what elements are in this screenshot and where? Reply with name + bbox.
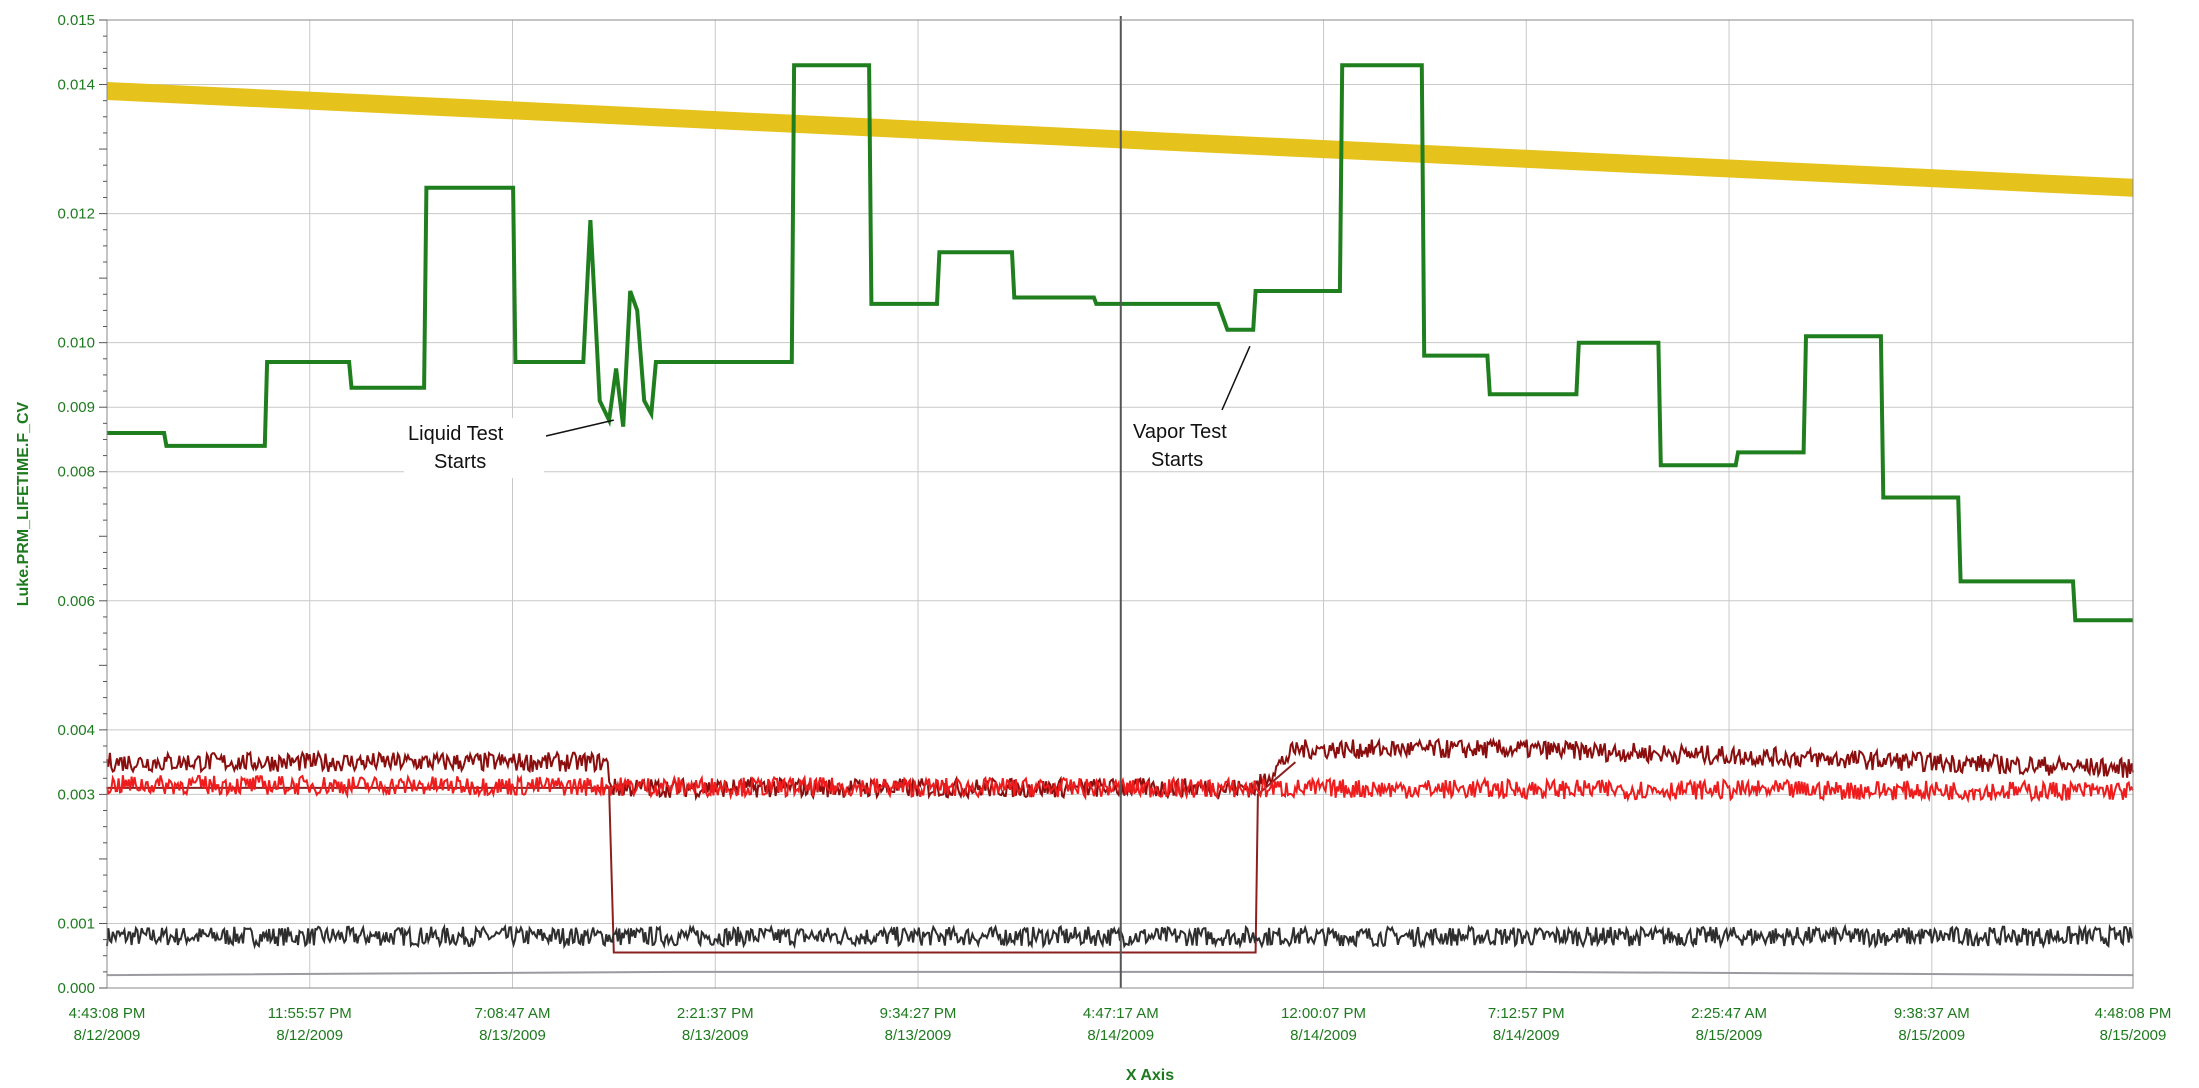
x-tick-label-time: 11:55:57 PM bbox=[268, 1005, 352, 1022]
y-tick-label: 0.000 bbox=[57, 980, 95, 997]
x-tick-label-date: 8/12/2009 bbox=[276, 1027, 343, 1044]
y-tick-label: 0.010 bbox=[57, 335, 95, 352]
x-tick-label-date: 8/12/2009 bbox=[74, 1027, 141, 1044]
annotation-text: Starts bbox=[434, 451, 486, 473]
annotation-leader-line bbox=[1221, 345, 1251, 411]
x-tick-label-time: 4:48:08 PM bbox=[2095, 1005, 2172, 1022]
x-tick-label-time: 9:34:27 PM bbox=[880, 1005, 957, 1022]
x-tick-label-time: 4:47:17 AM bbox=[1083, 1005, 1159, 1022]
y-tick-label: 0.004 bbox=[57, 722, 95, 739]
y-tick-label: 0.003 bbox=[57, 786, 95, 803]
x-tick-label-date: 8/14/2009 bbox=[1493, 1027, 1560, 1044]
x-axis-title: X Axis bbox=[1126, 1067, 1174, 1084]
x-tick-label-date: 8/13/2009 bbox=[479, 1027, 546, 1044]
x-tick-label-time: 7:08:47 AM bbox=[475, 1005, 551, 1022]
plot-frame-group bbox=[99, 19, 2134, 989]
x-tick-label-time: 12:00:07 PM bbox=[1281, 1005, 1366, 1022]
series-5-line bbox=[107, 761, 1297, 954]
y-tick-label: 0.012 bbox=[57, 206, 95, 223]
x-tick-label-time: 2:25:47 AM bbox=[1691, 1005, 1767, 1022]
x-tick-label-date: 8/15/2009 bbox=[1898, 1027, 1965, 1044]
y-axis-title: Luke.PRM_LIFETIME.F_CV bbox=[15, 401, 32, 606]
x-tick-labels: 4:43:08 PM 8/12/2009 11:55:57 PM 8/12/2009 7… bbox=[69, 1005, 2172, 1044]
annotation-background bbox=[404, 418, 544, 478]
annotation-text: Vapor Test bbox=[1133, 421, 1227, 443]
x-tick-label-time: 9:38:37 AM bbox=[1894, 1005, 1970, 1022]
y-tick-labels: 0.015 0.014 0.012 0.010 0.009 0.008 0.006 0.004… bbox=[57, 12, 95, 997]
y-tick-label: 0.015 bbox=[57, 12, 95, 29]
x-tick-label-date: 8/14/2009 bbox=[1087, 1027, 1154, 1044]
series-6-line bbox=[106, 970, 2134, 977]
y-tick-label: 0.008 bbox=[57, 464, 95, 481]
y-tick-label: 0.014 bbox=[57, 77, 95, 94]
x-tick-label-date: 8/13/2009 bbox=[682, 1027, 749, 1044]
x-tick-label-date: 8/13/2009 bbox=[885, 1027, 952, 1044]
y-tick-label: 0.006 bbox=[57, 593, 95, 610]
annotation-text: Liquid Test bbox=[408, 423, 504, 445]
annotation-text: Starts bbox=[1151, 449, 1203, 471]
annotations: Liquid Test Starts Vapor Test Starts bbox=[404, 345, 1251, 478]
y-tick-label: 0.001 bbox=[57, 915, 95, 932]
annotation-leader-line bbox=[545, 419, 614, 437]
x-tick-label-date: 8/15/2009 bbox=[2100, 1027, 2167, 1044]
x-tick-label-time: 7:12:57 PM bbox=[1488, 1005, 1565, 1022]
x-tick-label-date: 8/15/2009 bbox=[1696, 1027, 1763, 1044]
y-tick-label: 0.009 bbox=[57, 399, 95, 416]
x-tick-label-time: 2:21:37 PM bbox=[677, 1005, 754, 1022]
x-tick-label-date: 8/14/2009 bbox=[1290, 1027, 1357, 1044]
x-tick-label-time: 4:43:08 PM bbox=[69, 1005, 146, 1022]
series-1-line bbox=[107, 63, 2133, 623]
